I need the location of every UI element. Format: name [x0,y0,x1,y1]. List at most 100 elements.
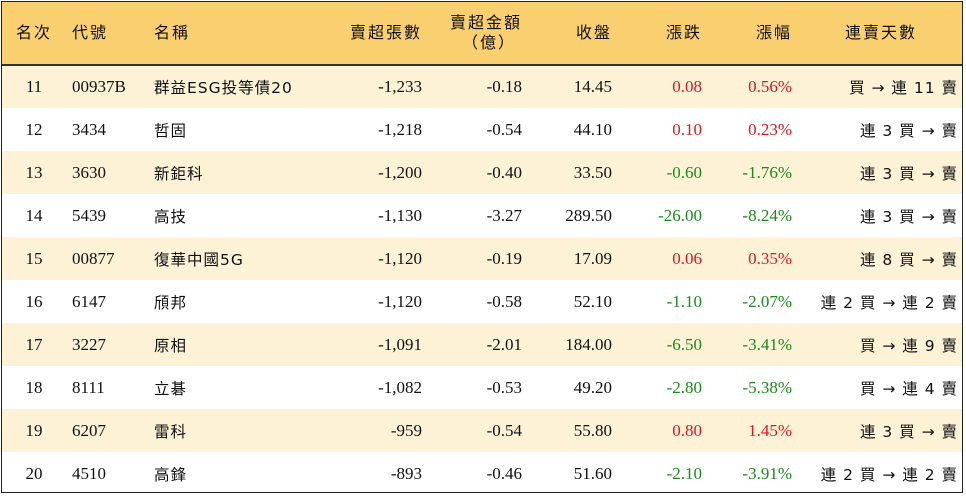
cell-code: 6207 [72,420,106,440]
cell-sell-lots: -1,130 [378,205,422,225]
header-sell-amount-line2: （億） [461,33,516,52]
cell-change: -1.10 [666,291,702,311]
cell-code: 00877 [72,248,115,268]
cell-name: 頎邦 [154,293,188,312]
cell-sell-lots: -1,120 [378,291,422,311]
table-row[interactable]: 13 3630 新鉅科 -1,200 -0.40 33.50 -0.60 -1.76% 連 3 … [2,151,962,194]
header-change[interactable]: 漲跌 [618,2,708,66]
cell-change-pct: -3.41% [742,334,792,354]
cell-name: 新鉅科 [154,164,204,183]
cell-rank: 11 [25,77,43,96]
header-code[interactable]: 代號 [66,2,148,66]
table-row[interactable]: 18 8111 立碁 -1,082 -0.53 49.20 -2.80 -5.38% 買 → 連… [2,366,962,409]
cell-code: 8111 [72,377,105,397]
cell-sell-amount: -2.01 [486,334,522,354]
table-row[interactable]: 11 00937B 群益ESG投等債20 -1,233 -0.18 14.45 0.08 0.… [2,65,962,108]
cell-rank: 18 [25,377,43,397]
cell-change-pct: -5.38% [742,377,792,397]
cell-change: -0.60 [666,162,702,182]
cell-streak: 買 → 連 4 賣 [859,379,958,398]
cell-close: 33.50 [573,162,612,182]
cell-sell-lots: -1,091 [378,334,422,354]
cell-streak: 連 3 買 → 賣 [859,207,958,226]
cell-change-pct: -2.07% [742,291,792,311]
cell-change-pct: 0.56% [748,77,792,96]
cell-sell-amount: -0.54 [486,119,522,139]
cell-name: 哲固 [154,121,188,140]
cell-code: 4510 [72,463,106,483]
cell-sell-amount: -0.46 [486,463,522,483]
cell-change: -26.00 [658,205,702,225]
cell-close: 14.45 [573,77,612,96]
header-sell-lots[interactable]: 賣超張數 [328,2,428,66]
cell-change-pct: 1.45% [748,420,792,440]
cell-name: 群益ESG投等債20 [154,79,293,97]
cell-streak: 買 → 連 9 賣 [859,336,958,355]
cell-change: -6.50 [666,334,702,354]
table-row[interactable]: 17 3227 原相 -1,091 -2.01 184.00 -6.50 -3.41% 買 → … [2,323,962,366]
cell-rank: 14 [25,205,43,225]
header-row: 名次 代號 名稱 賣超張數 賣超金額 （億） 收盤 漲跌 漲幅 連賣天數 [2,2,962,66]
cell-streak: 連 3 買 → 賣 [859,164,958,183]
cell-name: 高鋒 [154,465,188,484]
cell-sell-lots: -959 [390,420,422,440]
cell-sell-lots: -1,120 [378,248,422,268]
cell-streak: 連 2 買 → 連 2 賣 [820,293,958,312]
cell-streak: 連 3 買 → 賣 [859,422,958,441]
cell-change: 0.08 [672,77,702,96]
header-rank[interactable]: 名次 [2,2,66,66]
cell-change-pct: 0.35% [748,248,792,268]
cell-rank: 12 [25,119,43,139]
cell-change: 0.80 [672,420,702,440]
table-row[interactable]: 16 6147 頎邦 -1,120 -0.58 52.10 -1.10 -2.07% 連 2 買… [2,280,962,323]
cell-change: -2.10 [666,463,702,483]
cell-rank: 16 [25,291,43,311]
header-change-pct[interactable]: 漲幅 [708,2,798,66]
cell-close: 49.20 [573,377,612,397]
cell-sell-lots: -1,200 [378,162,422,182]
cell-change: 0.06 [672,248,702,268]
cell-rank: 15 [25,248,43,268]
cell-rank: 17 [25,334,43,354]
header-close[interactable]: 收盤 [528,2,618,66]
header-streak[interactable]: 連賣天數 [798,2,962,66]
cell-close: 184.00 [565,334,612,354]
header-sell-amount-line1: 賣超金額 [449,13,522,32]
cell-code: 00937B [72,77,126,96]
cell-close: 289.50 [565,205,612,225]
cell-close: 44.10 [573,119,612,139]
table-row[interactable]: 19 6207 雷科 -959 -0.54 55.80 0.80 1.45% 連 3 買 → 賣 [2,409,962,452]
cell-sell-amount: -0.18 [486,77,522,96]
cell-name: 原相 [154,336,188,355]
cell-sell-amount: -0.58 [486,291,522,311]
cell-code: 5439 [72,205,106,225]
table-row[interactable]: 15 00877 復華中國5G -1,120 -0.19 17.09 0.06 0.35% 連 … [2,237,962,280]
cell-streak: 連 3 買 → 賣 [859,121,958,140]
cell-name: 立碁 [154,379,188,398]
table-row[interactable]: 20 4510 高鋒 -893 -0.46 51.60 -2.10 -3.91% 連 2 買 →… [2,452,962,492]
cell-streak: 買 → 連 11 賣 [849,79,958,97]
table-body: 11 00937B 群益ESG投等債20 -1,233 -0.18 14.45 0.08 0.… [2,65,962,492]
header-sell-amount[interactable]: 賣超金額 （億） [428,2,528,66]
cell-name: 高技 [154,207,188,226]
cell-close: 17.09 [573,248,612,268]
table-row[interactable]: 14 5439 高技 -1,130 -3.27 289.50 -26.00 -8.24% 連 3… [2,194,962,237]
cell-code: 3227 [72,334,106,354]
header-name[interactable]: 名稱 [148,2,328,66]
cell-change-pct: -3.91% [742,463,792,483]
cell-sell-amount: -0.53 [486,377,522,397]
cell-code: 3630 [72,162,106,182]
cell-streak: 連 8 買 → 賣 [859,250,958,269]
cell-sell-lots: -1,218 [378,119,422,139]
cell-name: 雷科 [154,422,188,441]
cell-sell-amount: -0.54 [486,420,522,440]
cell-rank: 13 [25,162,43,182]
cell-rank: 20 [25,463,43,483]
cell-sell-amount: -0.19 [486,248,522,268]
table-row[interactable]: 12 3434 哲固 -1,218 -0.54 44.10 0.10 0.23% 連 3 買 →… [2,108,962,151]
cell-name: 復華中國5G [154,250,244,269]
cell-sell-amount: -0.40 [486,162,522,182]
cell-sell-lots: -1,233 [378,77,422,96]
